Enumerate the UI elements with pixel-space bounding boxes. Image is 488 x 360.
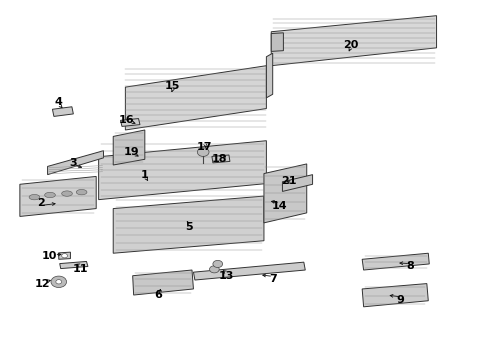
- Ellipse shape: [29, 194, 40, 200]
- Text: 17: 17: [197, 142, 212, 152]
- Polygon shape: [113, 196, 264, 253]
- Polygon shape: [60, 261, 88, 269]
- Text: 11: 11: [72, 264, 88, 274]
- Text: 3: 3: [69, 158, 77, 168]
- Text: 15: 15: [164, 81, 180, 91]
- Ellipse shape: [44, 192, 55, 198]
- Circle shape: [61, 253, 67, 258]
- Text: 12: 12: [35, 279, 50, 289]
- Text: 1: 1: [141, 170, 148, 180]
- Text: 16: 16: [119, 115, 134, 125]
- Polygon shape: [47, 151, 103, 175]
- Polygon shape: [362, 284, 427, 307]
- Circle shape: [51, 276, 66, 288]
- Polygon shape: [20, 176, 96, 216]
- Text: 4: 4: [55, 97, 62, 107]
- Text: 18: 18: [211, 154, 226, 164]
- Text: 13: 13: [218, 271, 233, 281]
- Text: 10: 10: [41, 251, 57, 261]
- Polygon shape: [52, 107, 73, 116]
- Text: 20: 20: [342, 40, 357, 50]
- Text: 14: 14: [271, 201, 287, 211]
- Circle shape: [212, 260, 222, 267]
- Text: 9: 9: [395, 295, 403, 305]
- Text: 2: 2: [37, 198, 45, 208]
- Ellipse shape: [61, 191, 72, 196]
- Ellipse shape: [76, 189, 87, 195]
- Polygon shape: [132, 270, 193, 295]
- Circle shape: [197, 148, 208, 157]
- Polygon shape: [120, 118, 140, 126]
- Text: 19: 19: [123, 147, 139, 157]
- Text: 7: 7: [268, 274, 276, 284]
- Polygon shape: [362, 253, 428, 270]
- Circle shape: [209, 266, 219, 273]
- Polygon shape: [266, 53, 272, 98]
- Polygon shape: [211, 155, 229, 163]
- Polygon shape: [271, 33, 283, 51]
- Circle shape: [56, 280, 61, 284]
- Polygon shape: [99, 141, 266, 200]
- Text: 6: 6: [154, 290, 162, 300]
- Polygon shape: [193, 262, 305, 280]
- Polygon shape: [271, 16, 436, 66]
- Text: 21: 21: [281, 176, 296, 186]
- Polygon shape: [59, 252, 70, 259]
- Text: 5: 5: [184, 222, 192, 232]
- Text: 8: 8: [405, 261, 413, 271]
- Polygon shape: [264, 164, 306, 223]
- Polygon shape: [282, 175, 312, 192]
- Polygon shape: [125, 66, 266, 130]
- Polygon shape: [113, 130, 144, 165]
